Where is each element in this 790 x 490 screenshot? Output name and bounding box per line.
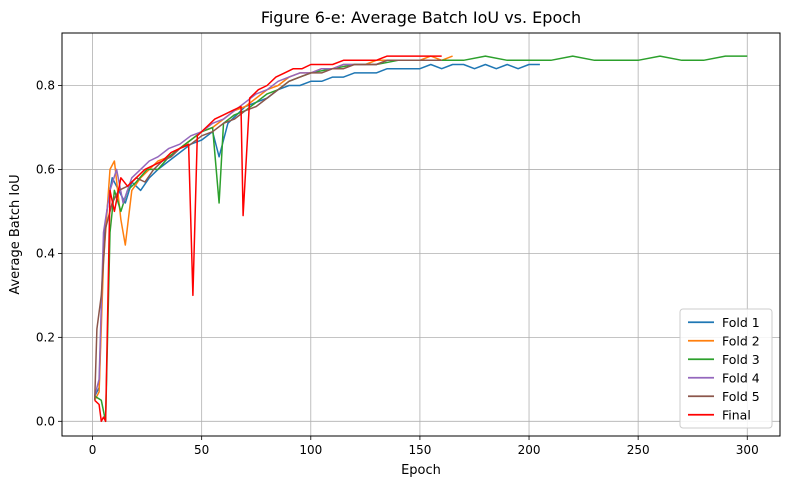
y-tick-label: 0.8 bbox=[36, 78, 55, 92]
x-tick-label: 100 bbox=[299, 443, 322, 457]
series-lines bbox=[93, 55, 748, 423]
x-axis-label: Epoch bbox=[401, 463, 441, 478]
legend: Fold 1 Fold 2 Fold 3 Fold 4 Fold 5 Final bbox=[679, 308, 773, 429]
legend-label: Fold 2 bbox=[722, 333, 760, 348]
plot-frame bbox=[61, 32, 781, 437]
grid-lines bbox=[62, 33, 780, 436]
y-axis-label: Average Batch IoU bbox=[8, 174, 23, 294]
y-tick-label: 0.6 bbox=[36, 162, 55, 176]
chart-title: Figure 6-e: Average Batch IoU vs. Epoch bbox=[261, 8, 581, 27]
y-tick-label: 0.0 bbox=[36, 414, 55, 428]
legend-label: Fold 5 bbox=[722, 389, 760, 404]
x-tick-label: 200 bbox=[518, 443, 541, 457]
x-tick-label: 50 bbox=[194, 443, 209, 457]
y-tick-label: 0.4 bbox=[36, 246, 55, 260]
x-tick-label: 300 bbox=[736, 443, 759, 457]
series-line-fold-1 bbox=[94, 63, 540, 397]
x-tick-label: 250 bbox=[627, 443, 650, 457]
legend-label: Fold 1 bbox=[722, 315, 760, 330]
x-tick-label: 150 bbox=[408, 443, 431, 457]
y-tick-label: 0.2 bbox=[36, 330, 55, 344]
legend-box bbox=[679, 308, 773, 429]
legend-label: Final bbox=[722, 407, 751, 422]
x-tick-label: 0 bbox=[89, 443, 97, 457]
legend-label: Fold 4 bbox=[722, 370, 760, 385]
x-axis: 0 50 100 150 200 250 300 bbox=[89, 436, 759, 457]
legend-label: Fold 3 bbox=[722, 352, 760, 367]
series-line-final bbox=[94, 55, 442, 423]
y-axis: 0.0 0.2 0.4 0.6 0.8 bbox=[36, 78, 62, 428]
